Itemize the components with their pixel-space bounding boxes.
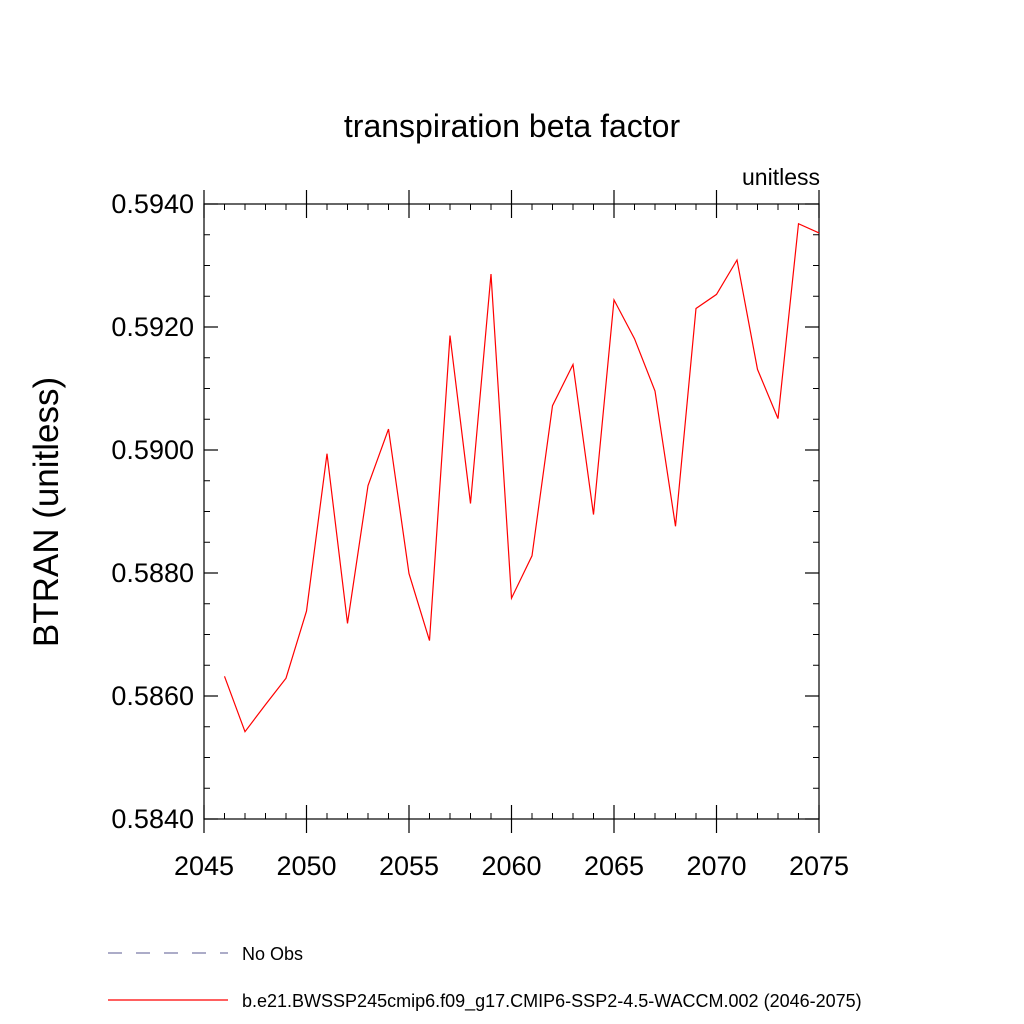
- y-tick-label: 0.5920: [111, 312, 194, 342]
- legend-label: No Obs: [242, 944, 303, 964]
- y-tick-label: 0.5840: [111, 804, 194, 834]
- series-line: [223, 222, 820, 733]
- series-layer: [223, 222, 820, 733]
- x-tick-label: 2070: [686, 851, 746, 881]
- y-tick-label: 0.5860: [111, 681, 194, 711]
- y-tick-label: 0.5880: [111, 558, 194, 588]
- y-axis-label: BTRAN (unitless): [27, 377, 66, 647]
- legend: No Obs b.e21.BWSSP245cmip6.f09_g17.CMIP6-…: [108, 944, 862, 1012]
- x-axis-ticks: 2045 2050 2055 2060 2065 2070 2075: [174, 190, 849, 881]
- x-tick-label: 2045: [174, 851, 234, 881]
- y-tick-label: 0.5940: [111, 189, 194, 219]
- x-tick-label: 2055: [379, 851, 439, 881]
- x-tick-label: 2060: [481, 851, 541, 881]
- plot-frame: [203, 203, 820, 820]
- x-tick-label: 2050: [276, 851, 336, 881]
- units-label: unitless: [742, 164, 820, 190]
- legend-label: b.e21.BWSSP245cmip6.f09_g17.CMIP6-SSP2-4…: [242, 991, 862, 1012]
- y-axis-ticks: 0.5840 0.5860 0.5880 0.5900 0.5920 0.5940: [111, 189, 819, 834]
- x-tick-label: 2075: [789, 851, 849, 881]
- x-tick-label: 2065: [584, 851, 644, 881]
- y-tick-label: 0.5900: [111, 435, 194, 465]
- chart-title: transpiration beta factor: [344, 108, 681, 144]
